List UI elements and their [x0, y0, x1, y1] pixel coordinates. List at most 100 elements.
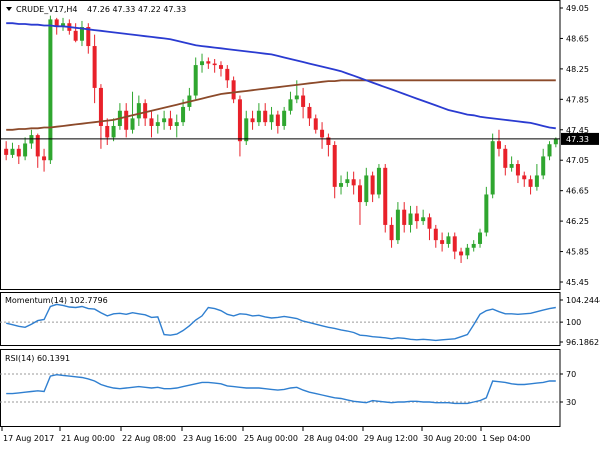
candle-body — [86, 27, 91, 47]
time-tick-label: 29 Aug 12:00 — [364, 434, 418, 443]
price-tick-label: 47.45 — [566, 126, 589, 135]
momentum-title: Momentum(14) 102.7796 — [5, 296, 108, 305]
candle-body — [73, 30, 78, 41]
candle-body — [155, 122, 160, 126]
candle-body — [250, 118, 255, 123]
candle-body — [301, 95, 306, 107]
panel-frames — [0, 0, 561, 427]
time-tick-label: 25 Aug 00:00 — [244, 434, 298, 443]
candle-body — [269, 114, 274, 123]
candle-body — [136, 103, 141, 119]
candle-body — [256, 110, 261, 123]
candle-body — [522, 175, 527, 180]
candle-body — [553, 138, 558, 145]
candle-body — [92, 46, 97, 88]
candle-body — [478, 232, 483, 244]
mom-panel-frame — [0, 292, 561, 346]
candle-body — [42, 156, 47, 161]
candle-body — [345, 179, 350, 184]
time-tick-label: 17 Aug 2017 — [3, 434, 54, 443]
candle-body — [376, 167, 381, 195]
candle-body — [339, 183, 344, 187]
candle-body — [446, 236, 451, 244]
candle-body — [130, 118, 135, 130]
candle-body — [547, 144, 552, 157]
candle-body — [351, 179, 356, 186]
candle-body — [471, 243, 476, 248]
candle-body — [370, 175, 375, 195]
time-tick-label: 23 Aug 16:00 — [183, 434, 237, 443]
candle-body — [10, 148, 15, 155]
candle-body — [496, 141, 501, 149]
candle-body — [98, 87, 103, 126]
momentum-tick-label: 96.1862 — [566, 338, 599, 347]
momentum-tick-label: 100 — [566, 318, 581, 327]
candle-body — [212, 63, 217, 66]
symbol-label: CRUDE_V17,H4 — [16, 5, 78, 14]
candle-body — [389, 224, 394, 241]
candle-body — [225, 68, 230, 81]
candle-body — [515, 164, 520, 176]
candle-body — [440, 240, 445, 244]
candle-body — [528, 179, 533, 187]
candle-body — [206, 61, 211, 64]
price-tick-label: 46.25 — [566, 217, 589, 226]
candle-body — [534, 175, 539, 187]
candle-body — [35, 135, 40, 157]
price-tick-label: 45.85 — [566, 248, 589, 257]
candle-body — [105, 125, 110, 138]
time-tick-label: 1 Sep 04:00 — [482, 434, 530, 443]
fast-moving-average-line — [6, 22, 556, 130]
price-tick-label: 48.65 — [566, 34, 589, 43]
candle-body — [111, 125, 116, 138]
candle-body — [427, 217, 432, 229]
main-panel-frame — [0, 0, 561, 290]
candle-body — [263, 110, 268, 123]
candle-body — [181, 106, 186, 123]
momentum-panel: 104.2444 100 96.1862 — [0, 296, 600, 347]
price-tick-label: 45.45 — [566, 278, 589, 287]
rsi-title: RSI(14) 60.1391 — [5, 354, 70, 363]
time-tick-label: 22 Aug 08:00 — [122, 434, 176, 443]
last-price-tag — [561, 132, 599, 145]
candle-body — [459, 251, 464, 256]
candle-body — [313, 118, 318, 130]
candle-body — [231, 80, 236, 100]
candle-body — [174, 122, 179, 126]
candle-body — [294, 95, 299, 100]
price-tick-label: 49.05 — [566, 4, 589, 13]
price-tick-label: 48.25 — [566, 65, 589, 74]
candle-body — [61, 23, 66, 26]
candle-body — [193, 65, 198, 96]
candle-body — [332, 145, 337, 187]
collapse-triangle-icon[interactable] — [6, 7, 12, 11]
time-tick-label: 28 Aug 04:00 — [304, 434, 358, 443]
time-axis: 17 Aug 2017 21 Aug 00:00 22 Aug 08:00 23 Au… — [1, 427, 530, 443]
momentum-line — [6, 303, 556, 342]
rsi-tick-label: 30 — [566, 398, 576, 407]
candle-body — [237, 99, 242, 142]
rsi-panel: 70 30 — [0, 370, 576, 407]
candle-body — [320, 129, 325, 138]
rsi-line — [6, 373, 556, 405]
candle-body — [275, 114, 280, 126]
candle-body — [79, 27, 84, 41]
candle-body — [23, 143, 28, 157]
candle-body — [326, 137, 331, 145]
candle-body — [149, 118, 154, 126]
candle-body — [421, 217, 426, 222]
candle-body — [168, 118, 173, 126]
candle-body — [54, 19, 59, 26]
candle-body — [414, 213, 419, 222]
momentum-tick-label: 104.2444 — [566, 296, 600, 305]
candle-body — [124, 110, 129, 130]
candle-body — [503, 148, 508, 168]
candle-body — [541, 156, 546, 176]
candle-body — [200, 61, 205, 66]
price-tick-label: 46.65 — [566, 187, 589, 196]
candle-body — [465, 247, 470, 256]
rsi-panel-frame — [0, 349, 561, 427]
time-tick-label: 21 Aug 00:00 — [61, 434, 115, 443]
